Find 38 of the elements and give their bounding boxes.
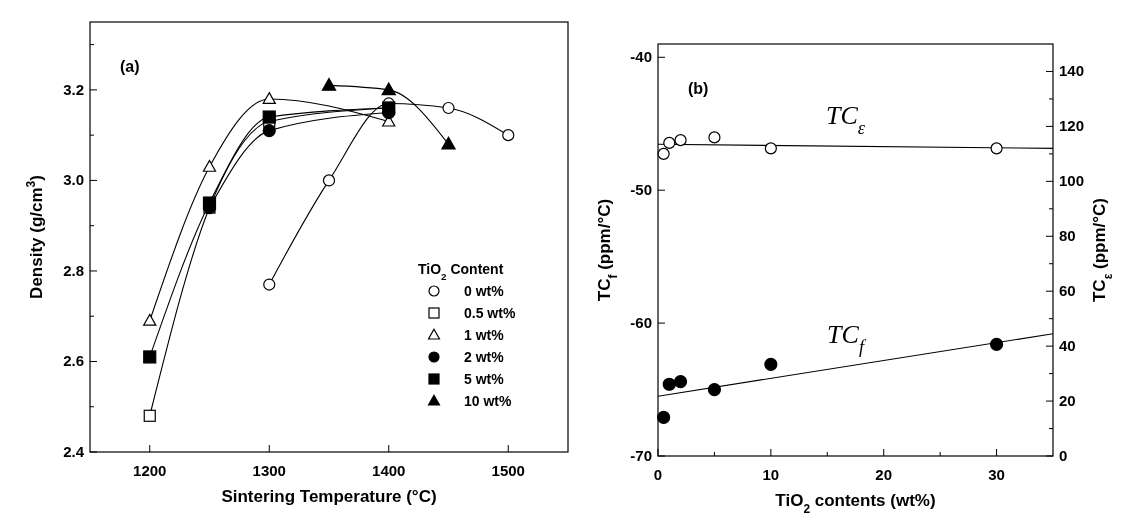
y2-tick-label: 20 bbox=[1059, 392, 1076, 410]
y-tick-label: 3.2 bbox=[63, 80, 84, 98]
y-tick-label: 2.8 bbox=[63, 261, 84, 279]
legend-label: 0 wt% bbox=[464, 283, 505, 299]
y2-tick-label: 40 bbox=[1059, 337, 1076, 355]
y-tick-label: -60 bbox=[630, 314, 652, 332]
y-tick-label: -50 bbox=[630, 181, 652, 199]
y2-tick-label: 60 bbox=[1059, 282, 1076, 300]
legend-label: 10 wt% bbox=[464, 393, 513, 409]
x-axis-title: TiO$_{2}$ contents (wt%) bbox=[775, 491, 936, 514]
y-tick-label: 3.0 bbox=[63, 171, 84, 189]
x-tick-label: 20 bbox=[875, 466, 893, 483]
legend-label: 1 wt% bbox=[464, 327, 505, 343]
x-tick-label: 1500 bbox=[491, 462, 525, 479]
y-tick-label: -70 bbox=[630, 447, 652, 464]
y2-tick-label: 140 bbox=[1059, 62, 1085, 80]
y2-tick-label: 100 bbox=[1059, 172, 1085, 190]
y-tick-label: 2.6 bbox=[63, 352, 84, 370]
annotation: (a) bbox=[120, 58, 140, 75]
series-label: TC$_{f}$ bbox=[827, 319, 867, 357]
legend-label: 5 wt% bbox=[464, 371, 505, 387]
legend-label: 0.5 wt% bbox=[464, 305, 516, 321]
x-axis-title: Sintering Temperature (°C) bbox=[221, 487, 437, 506]
series-label: TC$_{ε}$ bbox=[826, 101, 866, 139]
x-tick-label: 30 bbox=[988, 466, 1005, 483]
x-tick-label: 0 bbox=[653, 466, 663, 483]
legend-title: TiO$_{2}$ Content bbox=[418, 261, 504, 282]
legend-label: 2 wt% bbox=[464, 349, 505, 365]
x-tick-label: 1200 bbox=[133, 462, 167, 479]
annotation: (b) bbox=[688, 80, 709, 97]
x-tick-label: 1300 bbox=[252, 462, 286, 479]
y2-tick-label: 0 bbox=[1059, 447, 1068, 464]
y2-tick-label: 80 bbox=[1059, 227, 1076, 245]
x-tick-label: 10 bbox=[762, 466, 780, 483]
y-tick-label: -40 bbox=[630, 48, 652, 66]
x-tick-label: 1400 bbox=[372, 462, 406, 479]
y-tick-label: 2.4 bbox=[63, 443, 85, 460]
y2-tick-label: 120 bbox=[1059, 117, 1085, 135]
